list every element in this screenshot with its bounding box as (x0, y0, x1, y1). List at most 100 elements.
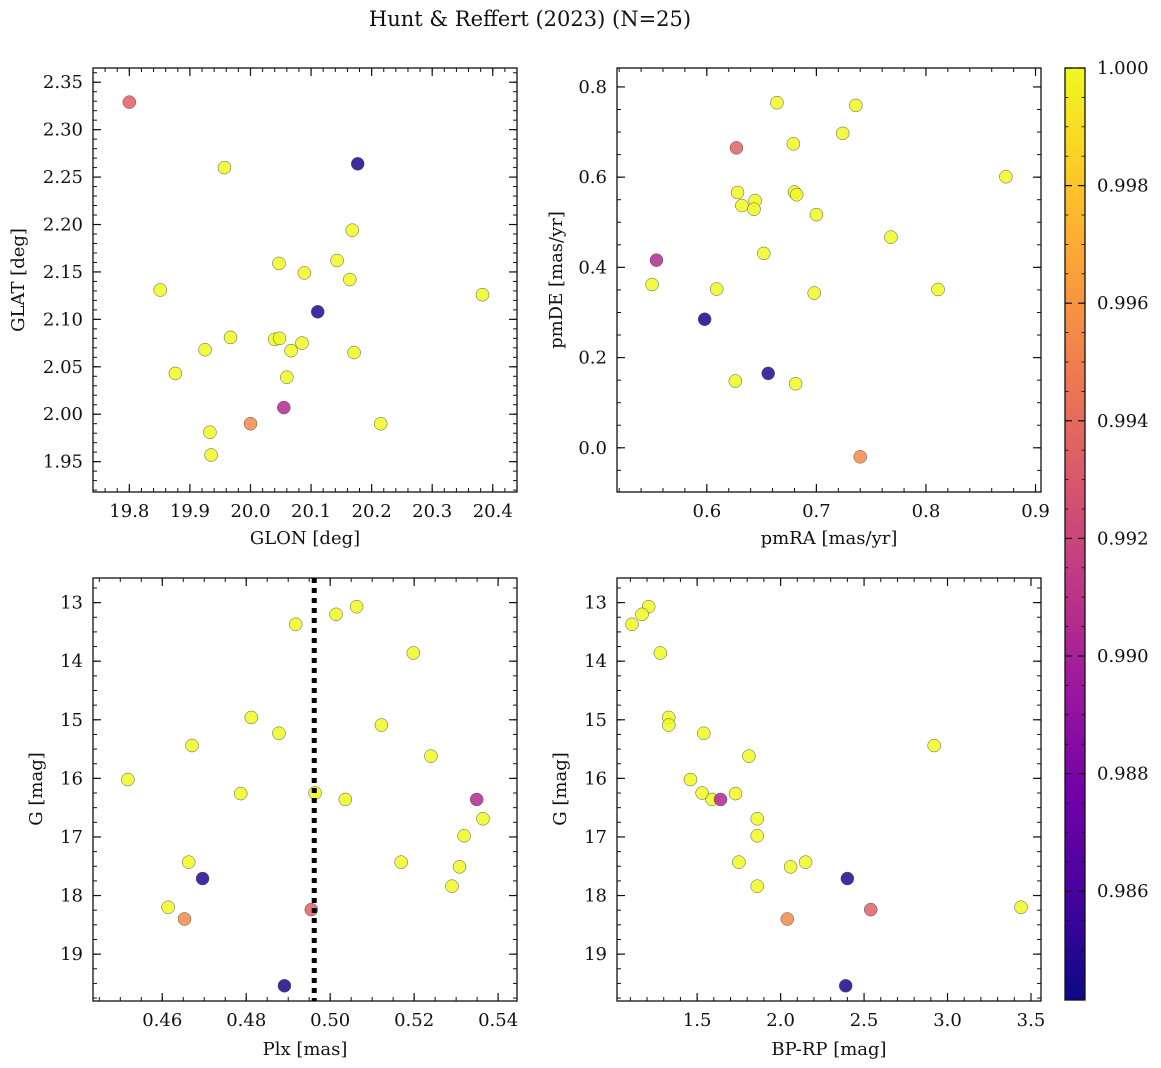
data-point (161, 900, 175, 915)
data-point (475, 287, 490, 302)
y-tick-label: 18 (584, 886, 607, 907)
data-point (730, 185, 745, 200)
x-tick-label: 3.5 (1017, 1010, 1046, 1031)
y-tick-label: 2.25 (43, 167, 83, 188)
x-tick-label: 0.7 (802, 501, 831, 522)
data-point (284, 343, 298, 358)
data-point (445, 879, 459, 893)
figure-title: Hunt & Reffert (2023) (N=25) (369, 7, 691, 31)
data-point (329, 607, 343, 622)
data-point (863, 902, 878, 917)
data-point (713, 792, 728, 807)
y-tick-label: 2.30 (43, 120, 83, 141)
y-tick-label: 2.20 (43, 215, 83, 236)
y-tick-label: 17 (60, 827, 83, 848)
plot-frame (616, 67, 1042, 493)
data-point (198, 342, 212, 357)
data-point (297, 266, 312, 280)
data-point (168, 366, 183, 381)
data-point (757, 246, 771, 261)
data-point (347, 345, 361, 360)
data-point (277, 400, 291, 415)
data-point (476, 812, 490, 826)
data-point (330, 253, 344, 268)
data-point (223, 330, 238, 345)
data-point (729, 141, 744, 155)
x-tick-label: 0.46 (142, 1010, 182, 1031)
data-point (783, 860, 798, 874)
data-point (728, 786, 743, 801)
data-point (732, 855, 746, 869)
data-point (999, 169, 1013, 184)
x-tick-label: 19.8 (109, 501, 149, 522)
data-point (345, 223, 359, 237)
data-point (728, 374, 743, 388)
data-point (849, 98, 863, 113)
data-point (750, 829, 764, 843)
data-point (185, 738, 199, 753)
x-tick-label: 2.0 (766, 1010, 795, 1031)
colorbar-tick-label: 0.986 (1097, 881, 1149, 902)
data-point (853, 450, 867, 464)
data-point (645, 277, 659, 292)
x-tick-label: 0.48 (226, 1010, 266, 1031)
panel-glon-glat: GLON [deg] GLAT [deg] 19.8 19.9 20.0 20.1 20… (8, 67, 518, 549)
y-axis-label: G [mag] (26, 752, 47, 825)
y-tick-label: 0.6 (578, 167, 607, 188)
panel-plx-g: Plx [mas] G [mag] 0.46 0.48 0.50 0.52 0.54 13… (26, 577, 518, 1060)
y-tick-label: 0.8 (578, 77, 607, 98)
data-point (121, 772, 135, 787)
data-point (735, 198, 749, 213)
x-tick-label: 0.52 (394, 1010, 434, 1031)
data-point (931, 282, 945, 297)
data-point (838, 979, 853, 993)
x-tick-label: 0.9 (1021, 501, 1050, 522)
data-point (394, 855, 408, 869)
data-point (277, 979, 292, 993)
x-tick-label: 0.54 (478, 1010, 518, 1031)
x-axis-label: Plx [mas] (263, 1039, 348, 1060)
data-point (780, 912, 795, 926)
data-point (761, 366, 775, 381)
data-point (181, 855, 196, 869)
data-point (295, 336, 309, 350)
data-point (177, 912, 192, 926)
data-point (195, 871, 210, 886)
data-point (374, 718, 389, 732)
data-point (635, 607, 649, 622)
x-axis-label: GLON [deg] (250, 528, 360, 549)
colorbar-gradient (1064, 67, 1086, 1001)
x-tick-label: 20.2 (352, 501, 392, 522)
data-point (750, 879, 764, 893)
x-tick-label: 19.9 (170, 501, 210, 522)
data-point (272, 331, 287, 346)
data-point (649, 253, 664, 267)
y-tick-label: 15 (60, 710, 83, 731)
panel-pmra-pmde: pmRA [mas/yr] pmDE [mas/yr] 0.6 0.7 0.8 0.9… (546, 67, 1050, 549)
data-point (884, 230, 898, 244)
data-point (661, 718, 676, 732)
data-point (203, 425, 217, 439)
x-tick-label: 20.0 (230, 501, 270, 522)
data-point (750, 812, 764, 826)
y-tick-label: 14 (60, 651, 83, 672)
x-tick-label: 0.6 (693, 501, 722, 522)
data-point (835, 126, 850, 141)
y-tick-label: 19 (60, 944, 83, 965)
data-point (809, 207, 824, 222)
data-point (653, 646, 668, 660)
data-point (350, 157, 365, 171)
data-point (310, 305, 325, 319)
data-point (695, 786, 709, 800)
data-point (343, 272, 357, 287)
y-tick-label: 0.0 (578, 438, 607, 459)
plot-frame (92, 577, 518, 1002)
plot-frame (616, 577, 1042, 1002)
y-tick-label: 0.4 (578, 257, 607, 278)
y-axis-label: GLAT [deg] (8, 228, 29, 332)
data-point (338, 792, 353, 807)
y-axis-label: pmDE [mas/yr] (546, 211, 567, 349)
colorbar: 0.986 0.988 0.990 0.992 0.994 0.996 0.998 1.000 (1064, 58, 1149, 1001)
y-tick-label: 0.2 (578, 348, 607, 369)
